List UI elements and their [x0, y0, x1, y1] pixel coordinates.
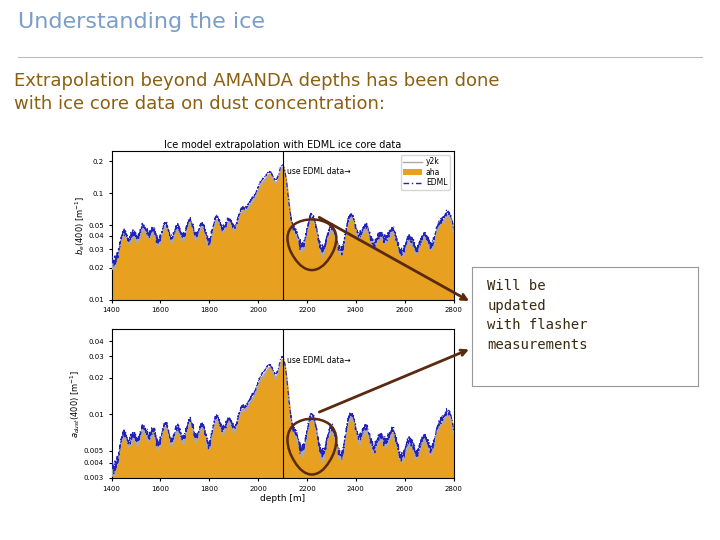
- Text: Will be
updated
with flasher
measurements: Will be updated with flasher measurement…: [487, 279, 588, 352]
- FancyArrowPatch shape: [320, 350, 466, 412]
- Legend: y2k, aha, EDML: y2k, aha, EDML: [401, 155, 450, 190]
- Text: use EDML data→: use EDML data→: [287, 167, 351, 176]
- Title: Ice model extrapolation with EDML ice core data: Ice model extrapolation with EDML ice co…: [164, 140, 401, 151]
- FancyArrowPatch shape: [319, 218, 467, 300]
- X-axis label: depth [m]: depth [m]: [260, 494, 305, 503]
- Text: Extrapolation beyond AMANDA depths has been done
with ice core data on dust conc: Extrapolation beyond AMANDA depths has b…: [14, 72, 499, 113]
- Y-axis label: $b_e$(400) [m$^{-1}$]: $b_e$(400) [m$^{-1}$]: [73, 196, 87, 255]
- Text: Understanding the ice: Understanding the ice: [18, 12, 265, 32]
- Y-axis label: $a_{dust}$(400) [m$^{-1}$]: $a_{dust}$(400) [m$^{-1}$]: [68, 369, 82, 438]
- Text: use EDML data→: use EDML data→: [287, 355, 351, 364]
